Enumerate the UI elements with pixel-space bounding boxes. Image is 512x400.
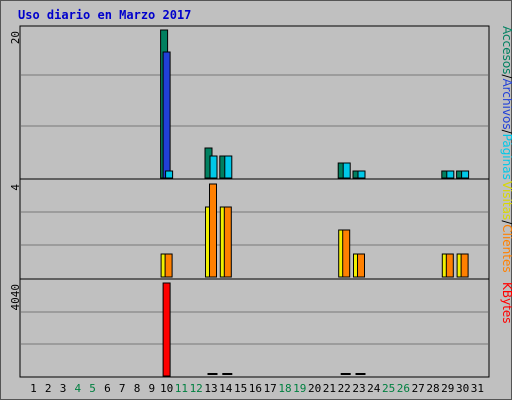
panel-top (19, 25, 490, 180)
bar-páginas (224, 155, 233, 179)
bar-kbytes (340, 373, 351, 375)
bar-clientes (209, 183, 217, 278)
bar-clientes (223, 206, 232, 278)
x-tick-label: 14 (219, 382, 233, 395)
x-tick-label: 20 (308, 382, 321, 395)
bar-páginas (165, 170, 174, 179)
x-tick-label: 12 (190, 382, 203, 395)
chart-title: Uso diario en Marzo 2017 (18, 8, 192, 22)
bar-clientes (460, 253, 469, 278)
x-tick-label: 16 (249, 382, 262, 395)
x-tick-label: 13 (204, 382, 217, 395)
bar-kbytes (162, 282, 171, 377)
y-max-label: 20 (9, 31, 22, 44)
x-tick-label: 17 (264, 382, 277, 395)
x-tick-label: 21 (323, 382, 336, 395)
x-tick-label: 9 (148, 382, 155, 395)
x-tick-label: 22 (338, 382, 351, 395)
legend-entry: Visitas (500, 181, 512, 220)
bar-kbytes (207, 373, 218, 375)
y-max-label: 4 (9, 184, 22, 191)
bar-clientes (164, 253, 173, 278)
bar-páginas (342, 162, 351, 179)
bar-páginas (209, 155, 218, 179)
x-tick-label: 30 (456, 382, 469, 395)
x-tick-label: 7 (119, 382, 126, 395)
bar-páginas (461, 170, 470, 179)
x-tick-label: 31 (471, 382, 484, 395)
bar-clientes (445, 253, 454, 278)
legend-entry: / (500, 220, 512, 225)
legend-entry: Accesos (500, 26, 512, 74)
legend-top: Accesos/Archivos/Páginas (500, 26, 512, 180)
x-tick-label: 6 (104, 382, 111, 395)
x-tick-label: 27 (412, 382, 425, 395)
x-tick-label: 23 (352, 382, 365, 395)
legend-bottom: KBytes (500, 282, 512, 324)
x-tick-label: 4 (74, 382, 81, 395)
bar-kbytes (355, 373, 366, 375)
legend-entry: Páginas (500, 134, 512, 180)
legend-entry: KBytes (500, 282, 512, 324)
panel-middle (19, 178, 490, 280)
x-tick-label: 28 (426, 382, 439, 395)
bar-páginas (446, 170, 455, 179)
panel-bottom (19, 278, 490, 378)
x-tick-label: 18 (278, 382, 291, 395)
bar-archivos (162, 51, 171, 179)
legend-entry: Archivos (500, 78, 512, 129)
bar-clientes (342, 229, 351, 278)
legend-middle: Visitas/Clientes (500, 181, 512, 273)
bar-kbytes (222, 373, 233, 375)
legend-entry: / (500, 74, 512, 79)
y-max-label: 4040 (9, 284, 22, 311)
x-tick-label: 1 (30, 382, 37, 395)
x-tick-label: 25 (382, 382, 395, 395)
x-tick-label: 8 (134, 382, 141, 395)
x-tick-label: 3 (60, 382, 67, 395)
x-tick-label: 29 (441, 382, 454, 395)
x-tick-label: 5 (89, 382, 96, 395)
x-tick-label: 19 (293, 382, 306, 395)
x-tick-label: 2 (45, 382, 52, 395)
x-tick-label: 15 (234, 382, 247, 395)
x-tick-label: 26 (397, 382, 410, 395)
x-tick-label: 11 (175, 382, 188, 395)
bar-clientes (357, 253, 365, 278)
x-tick-label: 24 (367, 382, 381, 395)
x-tick-label: 10 (160, 382, 173, 395)
legend-entry: / (500, 130, 512, 135)
bar-páginas (357, 170, 366, 179)
legend-entry: Clientes (500, 224, 512, 272)
